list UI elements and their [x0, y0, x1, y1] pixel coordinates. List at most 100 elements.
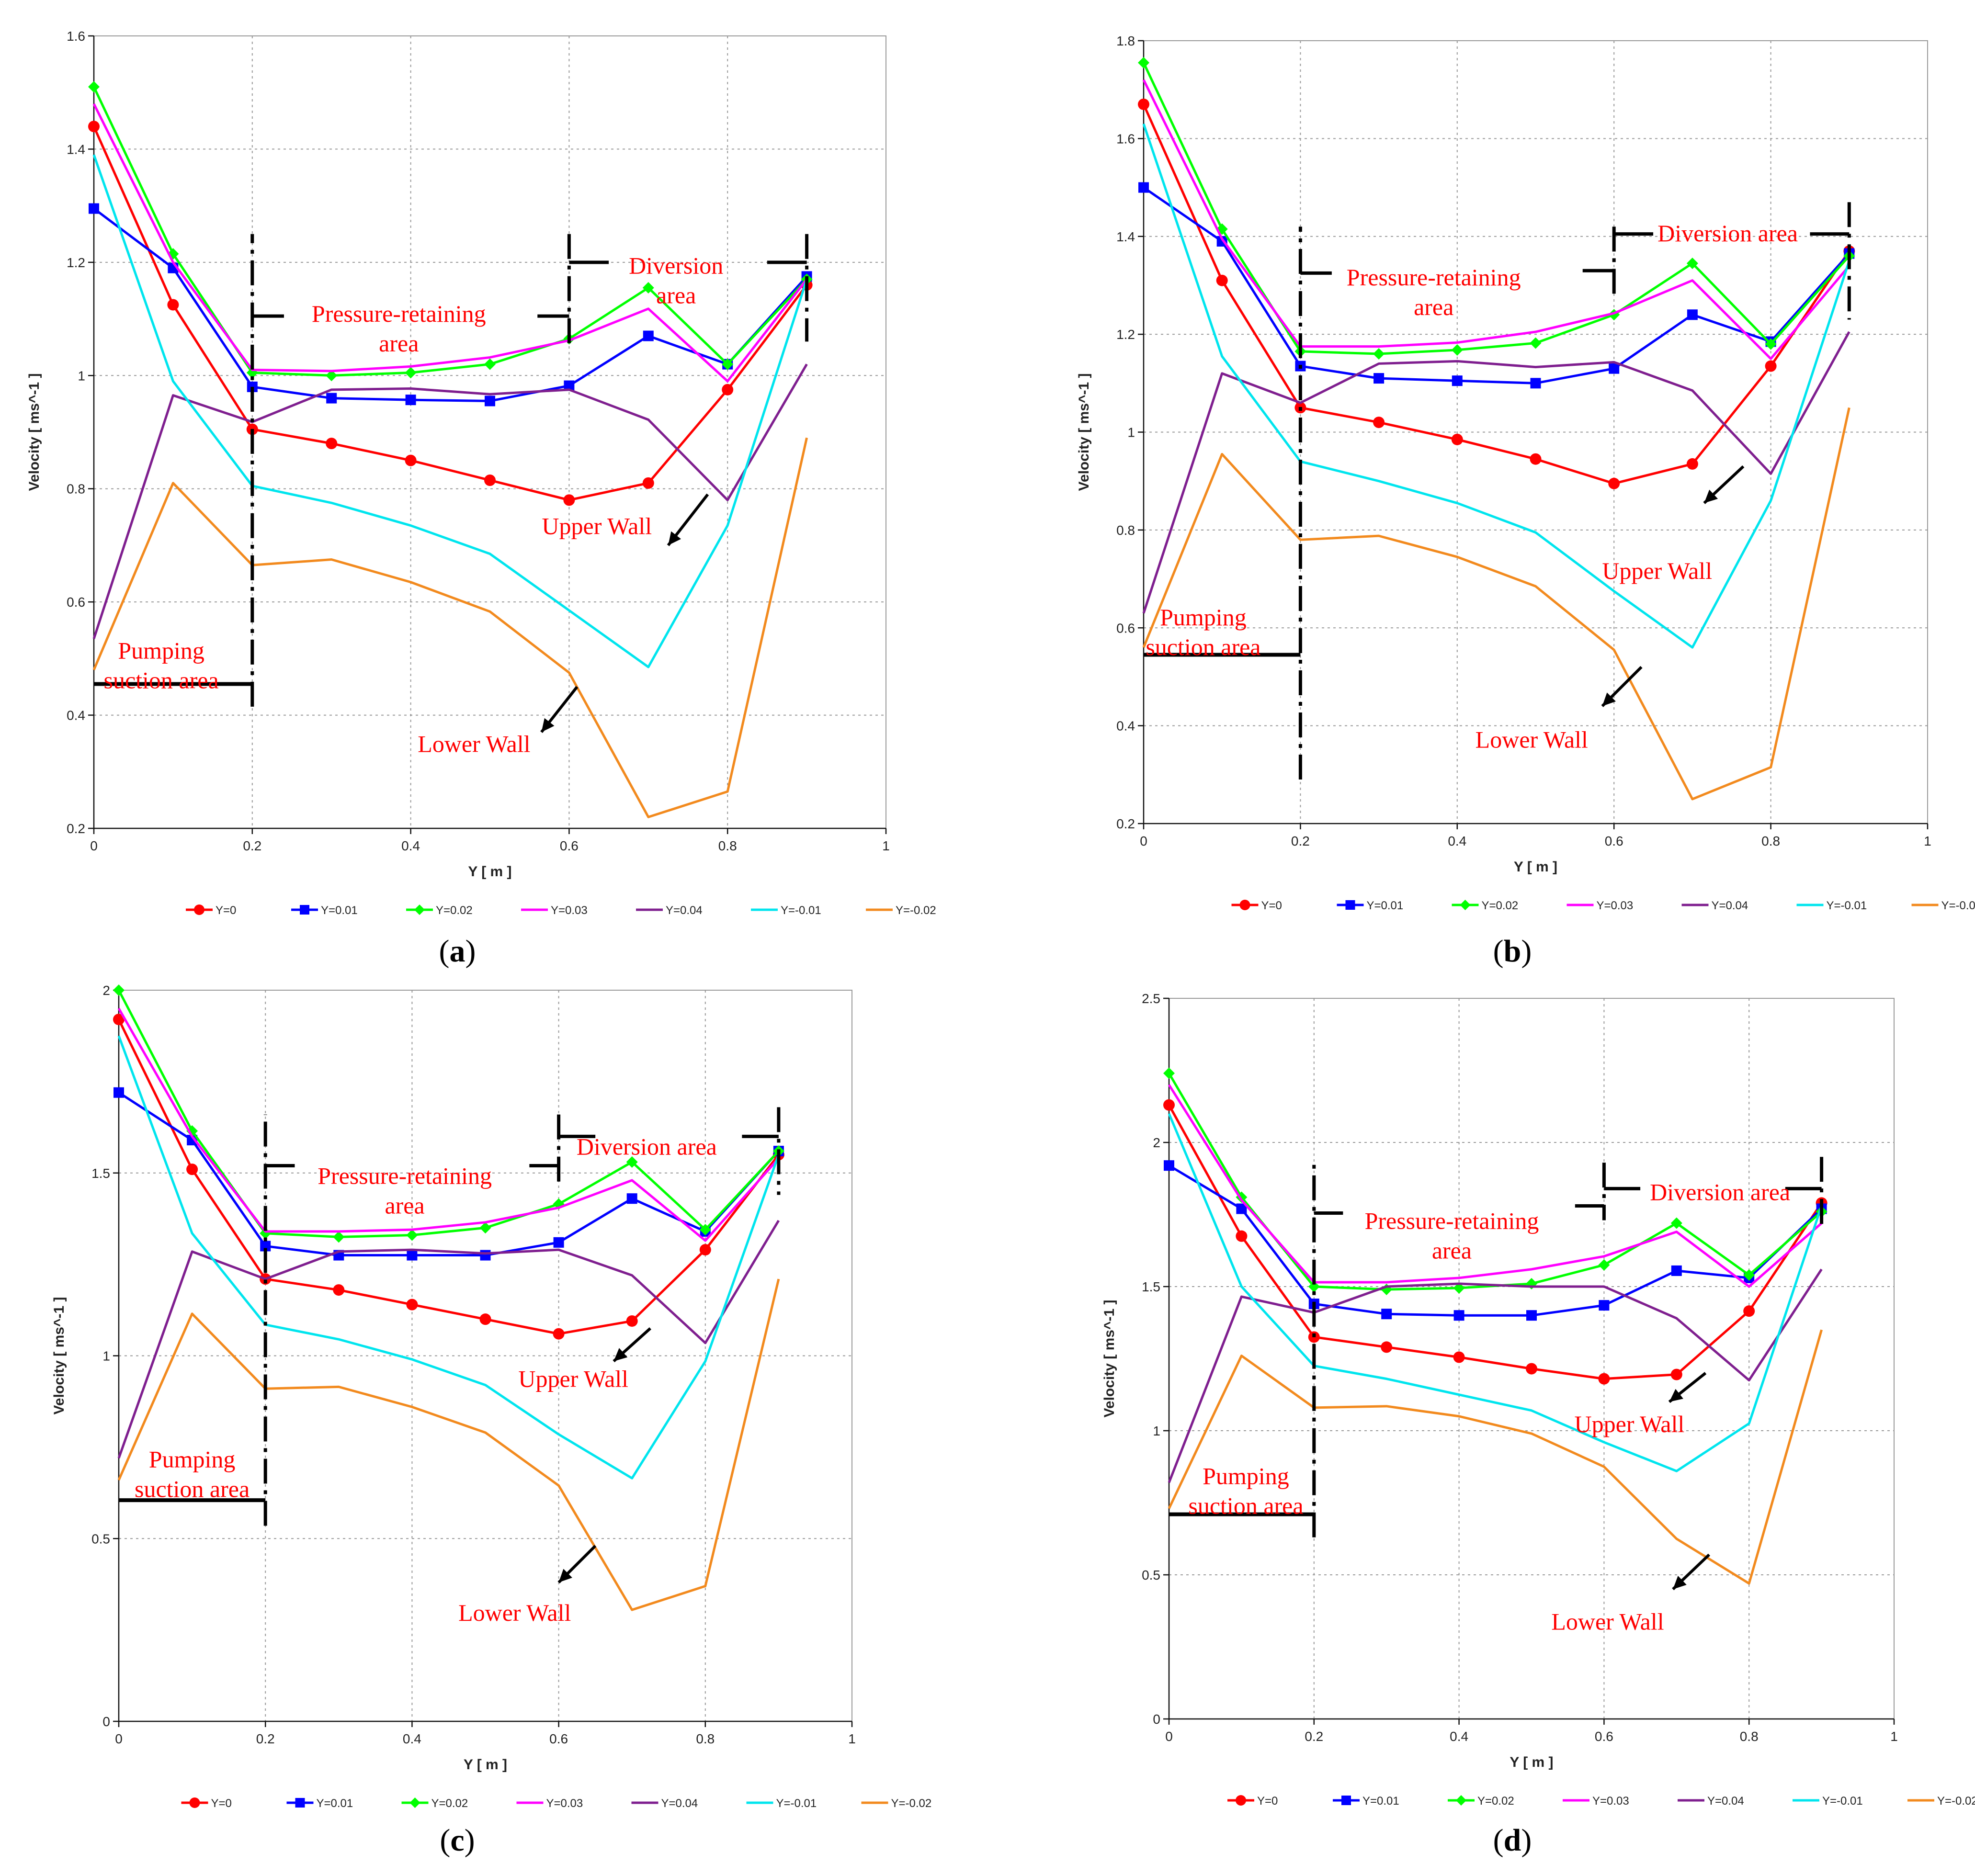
x-axis-title: Y [ m ] [1510, 1754, 1553, 1770]
legend-label: Y=0.02 [1482, 899, 1519, 912]
legend-item-Y=0.04: Y=0.04 [632, 1797, 698, 1810]
y-tick-label: 0.2 [67, 821, 85, 836]
x-tick-label: 0.8 [1740, 1729, 1759, 1744]
series-Y=-0.01 [1144, 124, 1849, 647]
legend-item-Y=0.01: Y=0.01 [287, 1797, 353, 1810]
series-line [1169, 1114, 1822, 1471]
annotation-text: Pumping [118, 637, 204, 664]
annotation-text: Lower Wall [458, 1599, 571, 1626]
y-axis-title: Velocity [ ms^-1 ] [1076, 373, 1092, 491]
annotation: Upper Wall [1602, 557, 1712, 584]
y-tick-label: 0.5 [91, 1531, 110, 1546]
annotation-text: Diversion area [577, 1133, 717, 1160]
annotation: Lower Wall [1476, 726, 1588, 753]
lower-wall-arrow [559, 1546, 596, 1582]
x-tick-label: 1 [848, 1731, 856, 1746]
panel-caption: (a) [439, 934, 476, 969]
y-tick-label: 1.5 [1142, 1279, 1160, 1294]
legend-marker [300, 905, 309, 915]
annotation-text: area [379, 330, 419, 357]
y-tick-label: 1.6 [67, 29, 85, 44]
data-point [1687, 309, 1698, 320]
series-Y=0.02 [1138, 57, 1855, 360]
y-tick-label: 1.2 [67, 255, 85, 270]
legend-item-Y=-0.01: Y=-0.01 [1797, 899, 1867, 912]
annotation-text: Diversion area [1657, 220, 1798, 247]
annotation-text: Lower Wall [418, 730, 530, 757]
series-Y=0.04 [1169, 1269, 1822, 1482]
legend-marker [414, 904, 425, 915]
upper-wall-arrow [1704, 466, 1743, 503]
legend-marker [1341, 1796, 1351, 1805]
y-tick-label: 1 [1153, 1424, 1160, 1438]
y-tick-label: 1 [78, 368, 85, 383]
series-Y=0 [1138, 99, 1855, 489]
data-point [485, 396, 495, 406]
series-Y=-0.02 [1169, 1330, 1822, 1583]
annotation-text: Pumping [1203, 1462, 1289, 1489]
data-point [700, 1244, 711, 1255]
y-tick-label: 0.4 [1116, 719, 1135, 734]
data-point [1598, 1259, 1610, 1271]
legend-item-Y=-0.01: Y=-0.01 [1793, 1795, 1863, 1808]
legend-label: Y=0.04 [666, 904, 703, 917]
x-tick-label: 0.6 [1605, 834, 1623, 848]
legend-item-Y=-0.02: Y=-0.02 [1912, 899, 1975, 912]
legend-marker [410, 1797, 420, 1808]
caption-close: ) [1521, 934, 1532, 969]
legend-item-Y=0: Y=0 [1227, 1795, 1278, 1808]
data-point [1452, 344, 1463, 356]
annotation-text: area [656, 282, 696, 309]
legend-label: Y=0.01 [1362, 1795, 1399, 1808]
series-line [119, 1036, 779, 1478]
y-tick-label: 1.6 [1116, 131, 1135, 146]
data-point [1138, 99, 1149, 110]
data-point [1164, 1160, 1174, 1171]
annotation: Diversion area [1657, 220, 1798, 247]
y-axis-title: Velocity [ ms^-1 ] [1101, 1300, 1117, 1418]
legend-item-Y=0.04: Y=0.04 [636, 904, 703, 917]
legend-item-Y=0.01: Y=0.01 [1333, 1795, 1399, 1808]
legend-label: Y=0.04 [661, 1797, 698, 1810]
data-point [407, 1250, 417, 1261]
legend-item-Y=-0.02: Y=-0.02 [1907, 1795, 1975, 1808]
series-line [94, 438, 807, 817]
data-point [406, 1230, 418, 1241]
data-point [1526, 1363, 1537, 1375]
x-tick-label: 0.2 [1305, 1729, 1323, 1744]
data-point [406, 1299, 418, 1311]
legend-label: Y=-0.01 [1822, 1795, 1863, 1808]
y-tick-label: 0.8 [67, 482, 85, 497]
annotation: Lower Wall [1551, 1608, 1664, 1635]
series-line [94, 104, 807, 381]
data-point [643, 477, 654, 489]
legend-item-Y=0.02: Y=0.02 [406, 904, 473, 917]
data-point [1530, 453, 1542, 465]
caption-open: ( [440, 1823, 450, 1858]
data-point [484, 475, 496, 486]
data-point [627, 1193, 637, 1204]
annotation: Diversion area [577, 1133, 717, 1160]
data-point [326, 393, 337, 404]
caption-letter: a [450, 934, 465, 969]
x-tick-label: 0.8 [696, 1731, 715, 1746]
data-point [406, 395, 416, 405]
legend-label: Y=0.02 [436, 904, 473, 917]
legend-label: Y=0.01 [321, 904, 358, 917]
x-axis-title: Y [ m ] [468, 864, 511, 880]
x-tick-label: 0.4 [1448, 834, 1466, 848]
x-tick-label: 1 [1924, 834, 1931, 848]
data-point [1671, 1369, 1682, 1380]
x-tick-label: 0 [115, 1731, 123, 1746]
legend-label: Y=0.02 [1477, 1795, 1514, 1808]
series-Y=0.03 [94, 104, 807, 381]
data-point [114, 1087, 124, 1098]
